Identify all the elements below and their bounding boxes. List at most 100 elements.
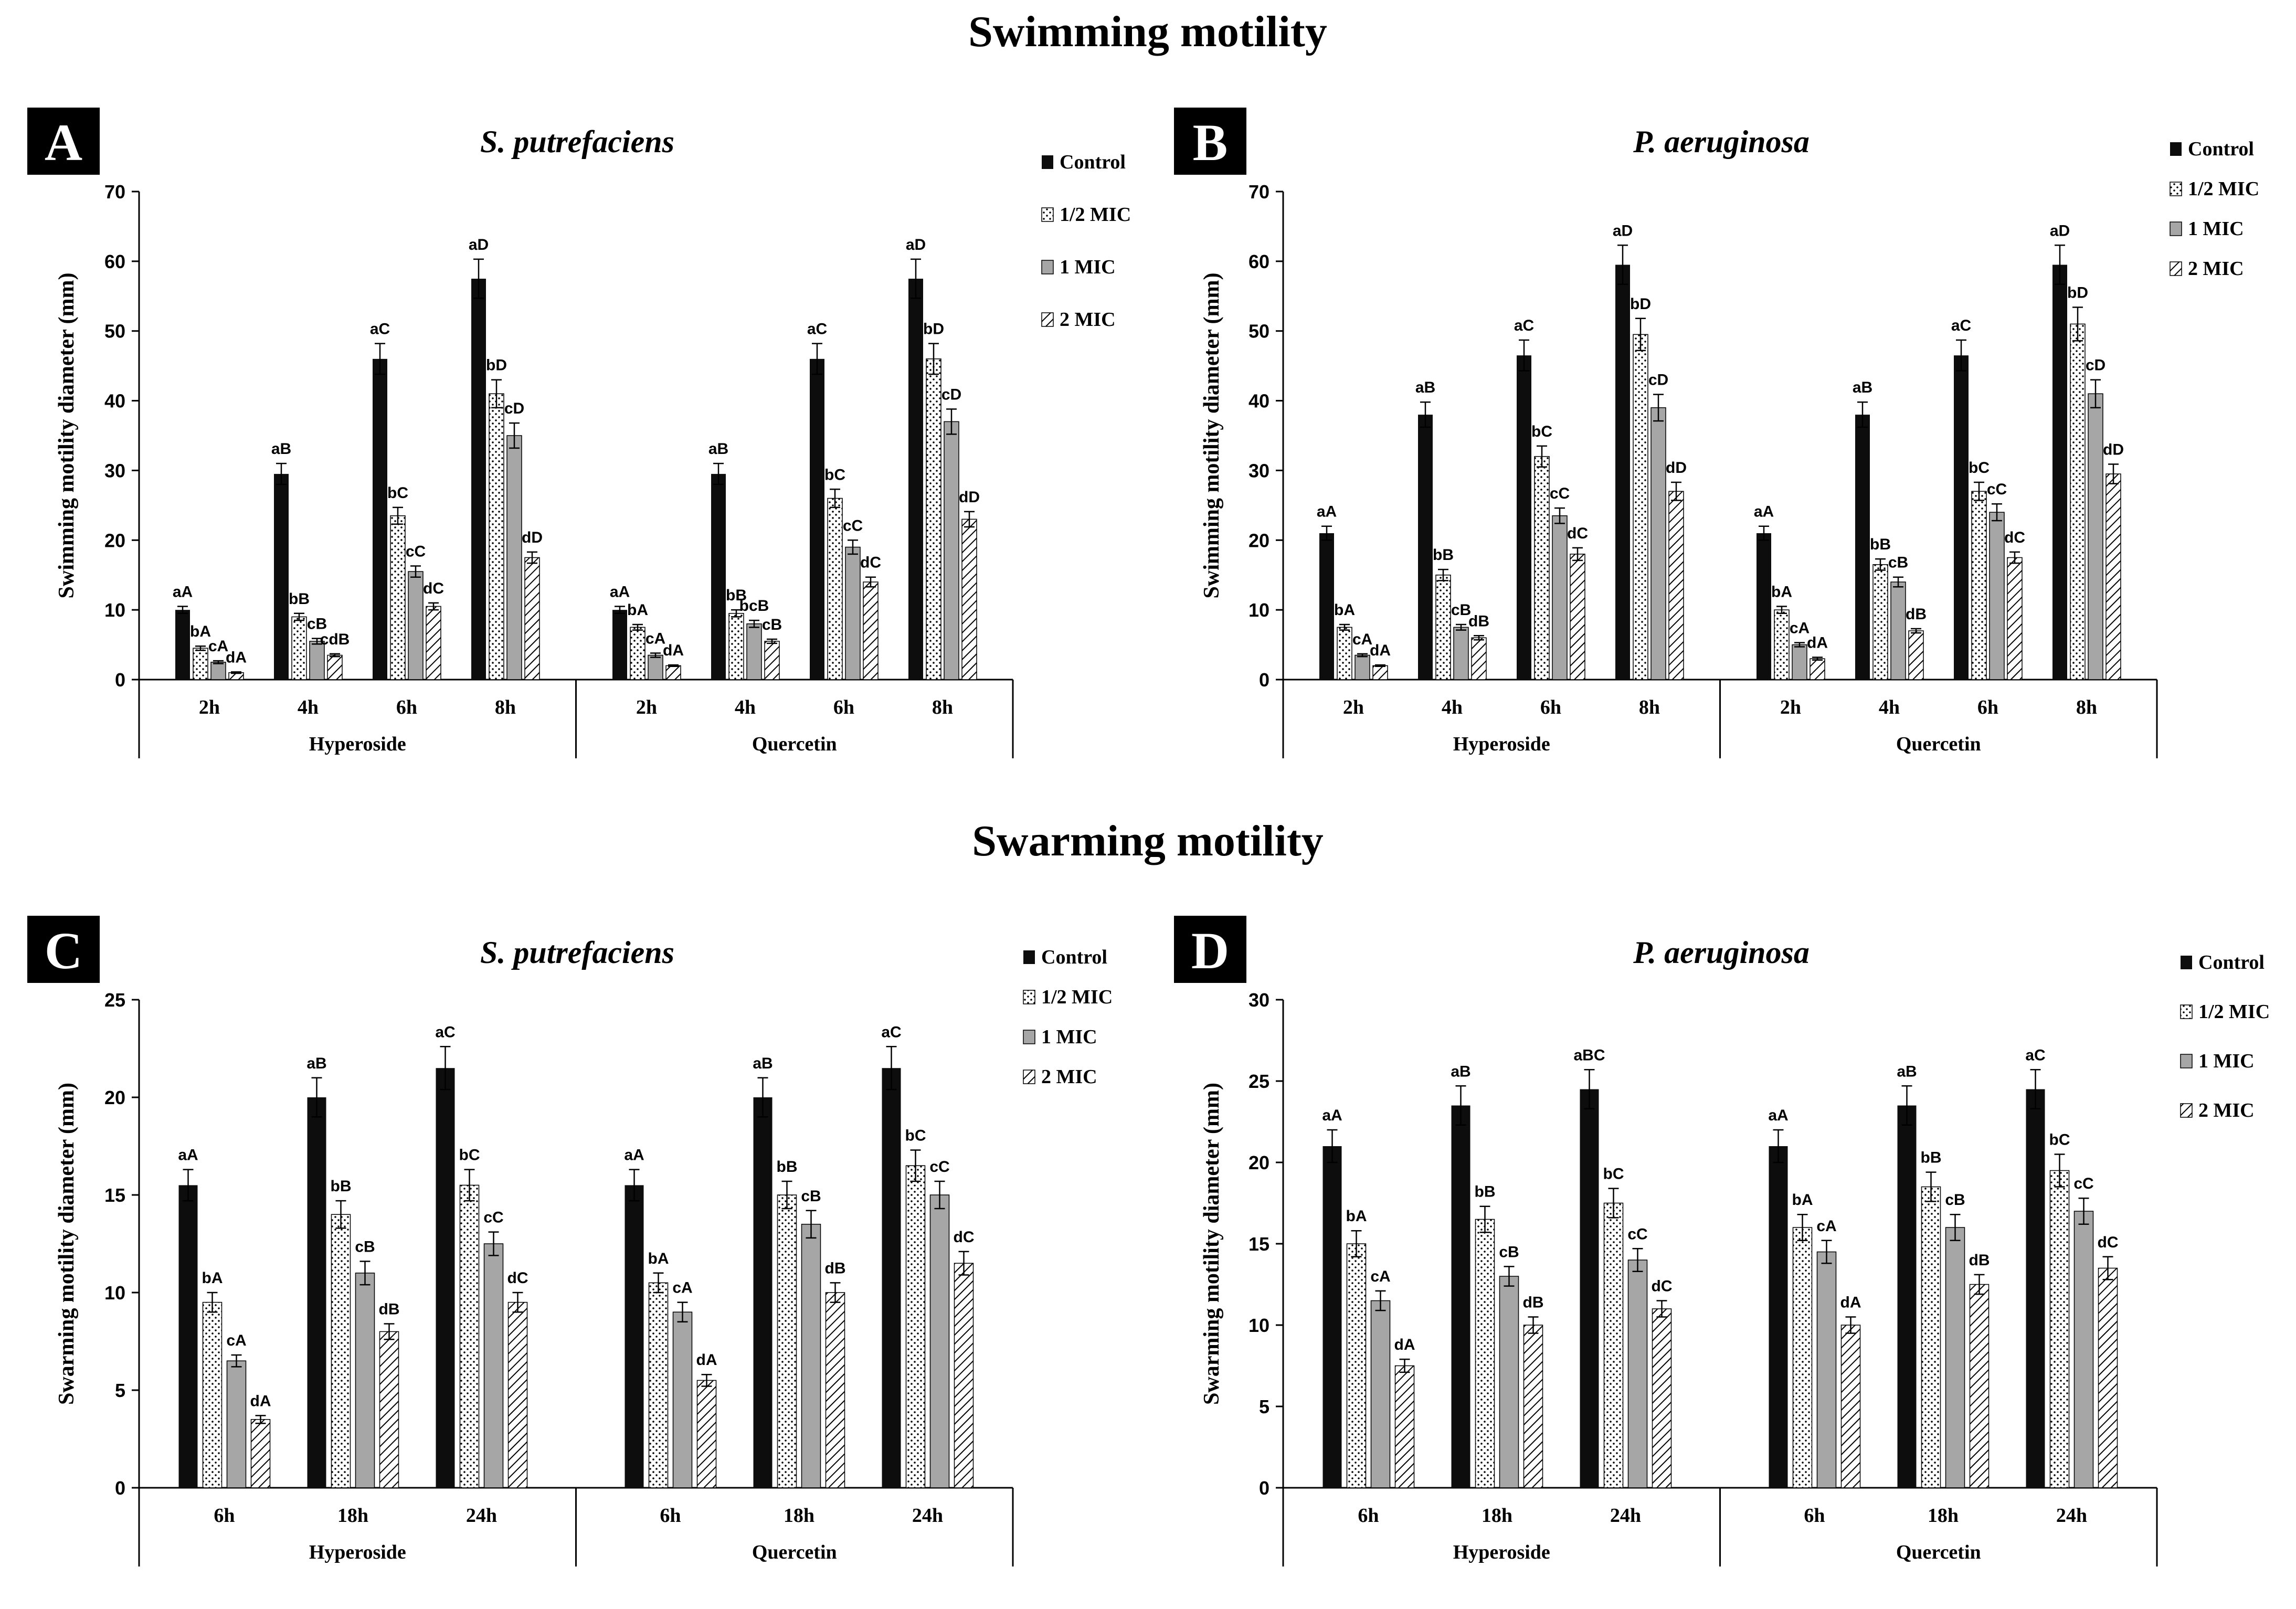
data-label: cB xyxy=(1888,554,1908,571)
data-label: cA xyxy=(1352,631,1372,648)
bar-two xyxy=(1908,630,1924,680)
legend-label: Control xyxy=(1041,946,1107,968)
panel-label: A xyxy=(45,113,82,172)
y-tick-label: 0 xyxy=(1259,1477,1269,1499)
bar-two xyxy=(524,557,540,680)
y-tick-label: 10 xyxy=(1248,599,1269,621)
data-label: bA xyxy=(648,1250,669,1267)
legend-label: 2 MIC xyxy=(2188,258,2244,280)
data-label: aC xyxy=(881,1023,901,1041)
y-tick-label: 15 xyxy=(1248,1233,1269,1255)
data-label: aB xyxy=(1415,379,1435,396)
x-tick-label: 6h xyxy=(1977,696,1998,718)
bar-one xyxy=(1627,1259,1648,1488)
data-label: cB xyxy=(1945,1191,1965,1209)
data-label: cA xyxy=(646,630,665,648)
bar-one xyxy=(944,421,959,680)
data-label: bA xyxy=(1771,584,1792,601)
data-label: dC xyxy=(507,1269,528,1287)
legend-swatch-half xyxy=(1041,207,1054,222)
data-label: dA xyxy=(250,1392,271,1410)
data-label: cC xyxy=(483,1209,503,1226)
legend-swatch-two xyxy=(2170,261,2182,276)
data-label: cC xyxy=(1627,1225,1647,1243)
data-label: cA xyxy=(1790,620,1810,637)
data-label: bB xyxy=(331,1178,352,1195)
x-tick-label: 6h xyxy=(214,1505,235,1527)
data-label: dC xyxy=(860,554,881,571)
y-tick-label: 50 xyxy=(1248,321,1269,342)
bar-half xyxy=(777,1194,797,1488)
data-label: aD xyxy=(1613,222,1633,239)
panel-label: B xyxy=(1193,113,1228,172)
x-group-label: Quercetin xyxy=(1896,733,1981,755)
data-label: cC xyxy=(843,517,863,534)
legend: Control 1/2 MIC 1 MIC 2 MIC xyxy=(1023,946,1113,1088)
bar-half xyxy=(1971,491,1987,680)
bar-one xyxy=(1816,1251,1837,1488)
y-tick-label: 20 xyxy=(1248,530,1269,551)
bar-two xyxy=(1471,637,1487,680)
bar-half xyxy=(1774,609,1790,680)
legend-swatch-control xyxy=(1042,155,1053,169)
data-label: cdB xyxy=(320,631,350,648)
x-group-label: Quercetin xyxy=(1896,1541,1981,1563)
data-label: aB xyxy=(1853,379,1872,396)
bar-one xyxy=(226,1360,247,1488)
y-tick-label: 40 xyxy=(104,390,125,412)
bar-control xyxy=(1451,1105,1470,1488)
data-label: bA xyxy=(1346,1208,1367,1225)
data-label: dD xyxy=(1666,459,1687,477)
legend-label: Control xyxy=(2198,951,2265,973)
bar-half xyxy=(331,1214,351,1488)
bar-control xyxy=(373,358,387,680)
x-tick-label: 2h xyxy=(1343,696,1364,718)
data-label: dB xyxy=(379,1301,400,1318)
x-tick-label: 4h xyxy=(298,696,319,718)
data-label: dC xyxy=(1567,525,1588,542)
y-tick-label: 15 xyxy=(104,1184,125,1206)
x-tick-label: 8h xyxy=(932,696,953,718)
data-label: cA xyxy=(226,1332,246,1349)
data-label: bB xyxy=(1475,1183,1496,1201)
data-label: dC xyxy=(2004,529,2025,546)
y-tick-label: 20 xyxy=(104,530,125,551)
bar-control xyxy=(711,474,726,680)
data-label: dB xyxy=(1906,606,1927,623)
data-label: dB xyxy=(825,1259,846,1277)
data-label: dB xyxy=(1523,1294,1544,1311)
bar-half xyxy=(827,497,843,680)
data-label: aA xyxy=(1754,503,1774,521)
bar-one xyxy=(408,571,424,680)
data-label: bB xyxy=(289,590,310,608)
legend-label: Control xyxy=(2188,138,2254,160)
data-label: dA xyxy=(1807,634,1828,651)
bar-control xyxy=(612,610,627,680)
x-group-label: Quercetin xyxy=(752,733,837,755)
data-label: aC xyxy=(1951,317,1971,334)
bar-control xyxy=(2026,1089,2045,1488)
data-label: bB xyxy=(777,1158,798,1176)
x-tick-label: 18h xyxy=(1928,1505,1959,1527)
bar-control xyxy=(178,1185,198,1488)
bar-two xyxy=(863,581,879,680)
y-axis-label: Swimming motility diameter (mm) xyxy=(55,273,79,599)
data-label: aA xyxy=(178,1147,198,1164)
panel-b: B P. aeruginosa 0 10 20 30 40 50 60 70 Swimming mo… xyxy=(1174,108,2259,758)
x-tick-label: 6h xyxy=(396,696,417,718)
bar-control xyxy=(1517,355,1531,680)
legend-label: 1 MIC xyxy=(1060,256,1116,278)
x-tick-label: 6h xyxy=(660,1505,681,1527)
bar-half xyxy=(1346,1243,1367,1488)
bar-control xyxy=(471,279,486,680)
y-tick-label: 10 xyxy=(104,599,125,621)
bar-half xyxy=(1872,564,1888,680)
x-tick-label: 24h xyxy=(1610,1505,1641,1527)
bar-one xyxy=(506,435,522,680)
y-tick-label: 0 xyxy=(115,1477,125,1499)
data-label: aA xyxy=(1768,1107,1788,1124)
data-label: bD xyxy=(1630,295,1651,313)
bar-half xyxy=(489,393,504,680)
data-label: cD xyxy=(1648,372,1668,389)
data-label: aD xyxy=(906,236,926,253)
